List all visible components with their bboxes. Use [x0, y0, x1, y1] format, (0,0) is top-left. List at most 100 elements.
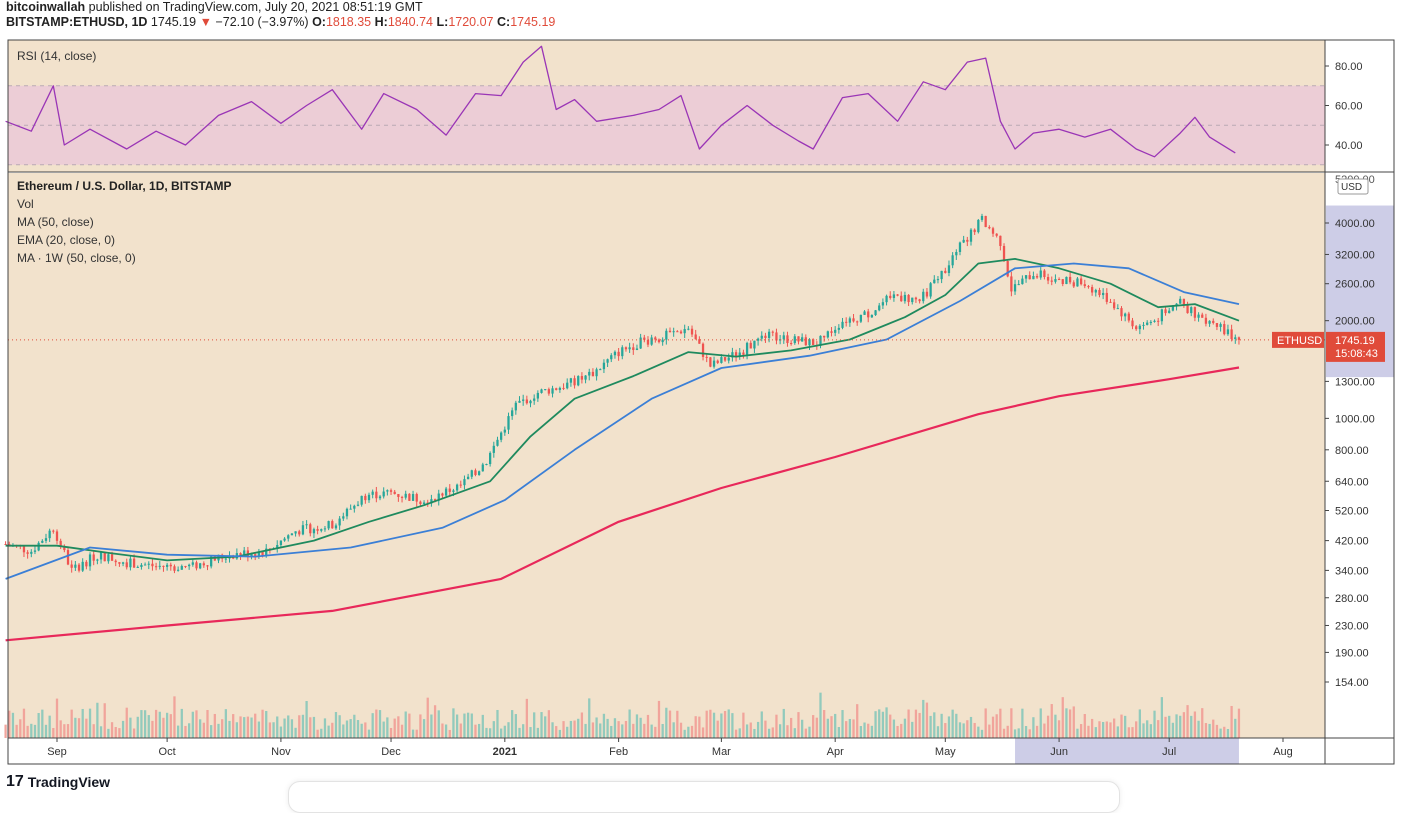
chart-border — [7, 39, 1395, 765]
tradingview-branding[interactable]: 17 TradingView — [6, 772, 110, 792]
candle-body — [547, 389, 551, 394]
volume-bar — [22, 708, 26, 738]
volume-bar — [59, 720, 62, 738]
volume-bar — [812, 715, 815, 738]
candle-body — [569, 378, 573, 383]
volume-bar — [1109, 722, 1112, 738]
candle-body — [1190, 307, 1193, 314]
time-tick-label: Jun — [1050, 746, 1068, 758]
author-name[interactable]: bitcoinwallah — [6, 0, 86, 14]
low-label: L: — [436, 15, 449, 29]
volume-bar — [151, 720, 154, 738]
volume-bar — [224, 709, 227, 738]
rsi-tick-label: 60.00 — [1335, 101, 1363, 113]
volume-bar — [723, 710, 727, 738]
volume-bar — [140, 710, 143, 738]
volume-bar — [371, 713, 374, 738]
volume-bar — [786, 725, 789, 738]
candle-body — [408, 493, 411, 501]
ohlc-line: BITSTAMP:ETHUSD, 1D 1745.19 ▼ −72.10 (−3… — [6, 15, 1396, 30]
candle-body — [500, 432, 503, 440]
volume-bar — [1024, 726, 1028, 738]
volume-bar — [232, 714, 235, 738]
candle-body — [896, 294, 899, 296]
candle-body — [1237, 337, 1241, 340]
candle-body — [312, 529, 316, 534]
price-tick-label: 4000.00 — [1335, 218, 1375, 230]
volume-bar — [643, 723, 646, 738]
volume-bar — [1098, 721, 1101, 738]
candle-body — [830, 331, 833, 333]
volume-bar — [859, 726, 863, 738]
candle-body — [720, 357, 723, 363]
close-value: 1745.19 — [510, 15, 556, 29]
volume-bar — [496, 709, 499, 738]
volume-bar — [613, 718, 617, 738]
published-text: published on TradingView.com, July 20, 2… — [85, 0, 423, 14]
candle-body — [867, 311, 870, 318]
volume-bar — [602, 713, 606, 738]
candle-body — [837, 327, 840, 330]
volume-bar — [991, 716, 995, 738]
volume-bar — [492, 721, 495, 738]
volume-bar — [775, 714, 778, 738]
volume-bar — [1234, 718, 1237, 738]
candle-body — [1090, 287, 1094, 293]
volume-bar — [1168, 715, 1171, 738]
volume-bar — [279, 726, 283, 738]
volume-bar — [698, 716, 701, 738]
volume-bar — [1175, 714, 1178, 738]
candle-body — [353, 505, 356, 509]
candle-body — [118, 562, 121, 564]
volume-bar — [771, 727, 774, 738]
volume-bar — [1230, 705, 1233, 738]
candle-body — [30, 551, 33, 554]
volume-bar — [628, 709, 631, 738]
volume-bar — [1057, 720, 1061, 738]
volume-bar — [734, 729, 738, 738]
price-tick-label: 640.00 — [1335, 476, 1369, 488]
volume-bar — [764, 720, 767, 738]
volume-bars — [4, 692, 1241, 738]
candle-body — [1120, 308, 1123, 317]
volume-bar — [1127, 727, 1130, 738]
candle-body — [466, 476, 470, 480]
volume-bar — [1113, 718, 1116, 738]
volume-bar — [1116, 726, 1119, 738]
candle-body — [210, 556, 213, 567]
volume-bar — [243, 717, 246, 738]
volume-bar — [305, 701, 308, 738]
candle-body — [1146, 322, 1149, 325]
volume-bar — [551, 722, 554, 738]
candle-body — [1050, 280, 1053, 282]
volume-bar — [48, 715, 51, 738]
volume-bar — [55, 698, 59, 738]
candle-body — [1113, 302, 1116, 309]
currency-label: USD — [1341, 182, 1362, 193]
candle-body — [988, 227, 991, 229]
volume-bar — [654, 726, 657, 738]
volume-bar — [195, 710, 198, 738]
volume-bar — [555, 726, 558, 738]
volume-bar — [287, 715, 290, 738]
candle-body — [716, 360, 719, 363]
chart-canvas[interactable]: 80.00 60.00 40.00 4000.00 3200.00 2600.00 2000… — [0, 36, 1403, 768]
candle-body — [738, 352, 741, 357]
volume-bar — [1120, 714, 1123, 738]
volume-bar — [298, 715, 301, 738]
price-tick-label: 3200.00 — [1335, 249, 1375, 261]
volume-bar — [1182, 712, 1186, 738]
volume-bar — [176, 725, 180, 738]
volume-bar — [1094, 727, 1097, 738]
volume-bar — [727, 709, 730, 738]
volume-bar — [312, 716, 316, 738]
time-tick-label: Mar — [712, 746, 731, 758]
candle-body — [907, 294, 910, 303]
candle-body — [63, 546, 66, 551]
candle-body — [771, 331, 774, 333]
candle-body — [290, 533, 294, 536]
candle-body — [595, 369, 598, 377]
volume-bar — [217, 723, 220, 738]
volume-bar — [1197, 720, 1200, 738]
candle-body — [463, 479, 466, 486]
